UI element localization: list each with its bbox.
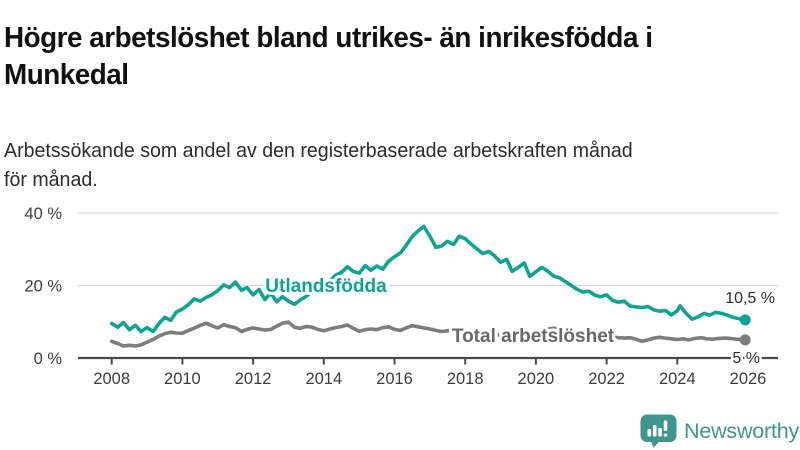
x-axis: 2008 2010 2012 2014 2016 2018 2020 2022 2024 2026 (78, 356, 778, 388)
x-axis-label-2012: 2012 (235, 370, 272, 388)
x-axis-label-2024: 2024 (659, 370, 696, 388)
series-line-total-arbetsl-shet (109, 320, 748, 348)
series-end-dot (739, 314, 751, 326)
x-axis-label-2010: 2010 (164, 370, 201, 388)
y-axis-label-20: 20 % (24, 278, 62, 296)
x-axis-label-2014: 2014 (305, 370, 342, 388)
x-axis-label-2008: 2008 (93, 370, 130, 388)
y-axis-label-40: 40 % (24, 205, 62, 223)
page-subtitle: Arbetssökande som andel av den registerb… (4, 140, 633, 191)
y-axis-label-0: 0 % (34, 350, 63, 368)
unemployment-line-chart: 2008 2010 2012 2014 2016 2018 2020 2022 2024 2026… (24, 205, 778, 388)
x-axis-label-2022: 2022 (588, 370, 625, 388)
series-end-dot (739, 334, 751, 346)
end-value-label-utlandsfodda: 10,5 % (725, 290, 775, 307)
series-lines (109, 224, 751, 348)
x-axis-label-2018: 2018 (447, 370, 484, 388)
series-label-utlandsfodda: Utlandsfödda (265, 276, 387, 297)
gridlines (78, 212, 778, 287)
page-title: Högre arbetslöshet bland utrikes- än inr… (4, 22, 653, 92)
x-axis-label-2026: 2026 (730, 370, 767, 388)
series-label-total-arbetsloshet: Total arbetslöshet (452, 326, 615, 347)
series-line-utlandsf-dda (109, 224, 748, 334)
newsworthy-brand-name: Newsworthy (684, 418, 800, 443)
newsworthy-logo-icon (640, 414, 677, 448)
x-axis-label-2020: 2020 (518, 370, 555, 388)
end-value-label-total: 5 % (732, 350, 760, 367)
newsworthy-brand-link[interactable]: Newsworthy (640, 414, 799, 448)
chart-labels: 40 % 20 % 0 % Utlandsfödda Total arbetsl… (24, 205, 777, 370)
x-axis-label-2016: 2016 (376, 370, 413, 388)
